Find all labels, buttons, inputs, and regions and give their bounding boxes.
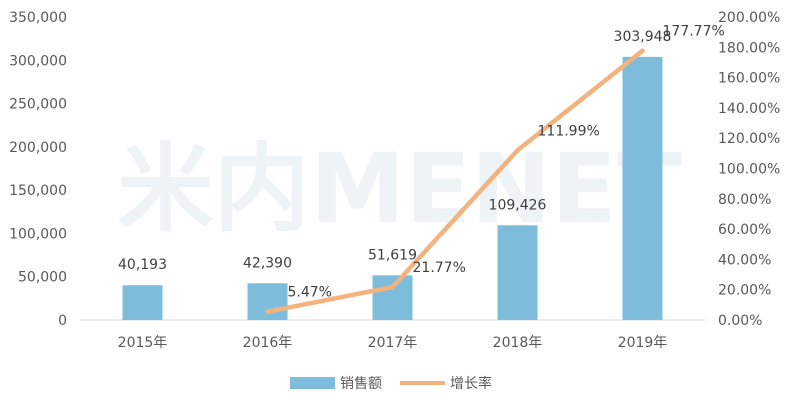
growth-value-label: 177.77% <box>663 24 725 40</box>
y-left-tick-label: 0 <box>58 313 67 329</box>
bar-value-label: 109,426 <box>489 197 547 213</box>
y-left-tick-label: 300,000 <box>9 53 67 69</box>
y-right-tick-label: 100.00% <box>718 162 780 178</box>
bar-value-label: 51,619 <box>368 247 417 263</box>
data-labels: 40,193 42,390 51,619 109,426 303,948 5.47% 21.… <box>118 24 725 301</box>
legend: 销售额 增长率 <box>290 375 492 392</box>
legend-label-sales: 销售额 <box>340 376 382 392</box>
y-left-tick-label: 200,000 <box>9 140 67 156</box>
y-right-tick-label: 160.00% <box>718 71 780 87</box>
y-right-tick-label: 0.00% <box>718 313 762 329</box>
y-right-tick-label: 20.00% <box>718 283 771 299</box>
watermark: 米内MENET <box>118 133 683 245</box>
y-right-tick-label: 40.00% <box>718 252 771 268</box>
watermark-text: 米内MENET <box>118 133 683 245</box>
bar-value-label: 42,390 <box>243 255 292 271</box>
bar <box>497 225 538 320</box>
y-left-tick-label: 250,000 <box>9 97 67 113</box>
bar-series <box>122 56 663 321</box>
y-left-tick-label: 100,000 <box>9 226 67 242</box>
x-tick-label: 2016年 <box>243 335 293 351</box>
line-series <box>265 48 645 314</box>
x-tick-label: 2019年 <box>618 335 668 351</box>
axes: 0 50,000 100,000 150,000 200,000 250,000 300,0… <box>9 10 780 351</box>
growth-value-label: 111.99% <box>538 123 600 139</box>
bar-value-label: 40,193 <box>118 257 167 273</box>
bar <box>247 283 288 320</box>
y-left-tick-label: 350,000 <box>9 10 67 26</box>
bar-value-label: 303,948 <box>614 29 672 45</box>
bar <box>122 285 163 320</box>
legend-swatch-sales <box>290 377 335 389</box>
growth-line <box>265 48 645 314</box>
y-right-tick-label: 140.00% <box>718 101 780 117</box>
legend-label-growth: 增长率 <box>450 375 492 392</box>
y-left-tick-label: 150,000 <box>9 183 67 199</box>
y-right-tick-label: 80.00% <box>718 192 771 208</box>
y-right-tick-label: 60.00% <box>718 222 771 238</box>
y-right-tick-label: 180.00% <box>718 40 780 56</box>
y-right-tick-label: 200.00% <box>718 10 780 26</box>
growth-value-label: 5.47% <box>288 285 332 301</box>
y-left-tick-label: 50,000 <box>18 270 67 286</box>
x-tick-label: 2015年 <box>118 335 168 351</box>
x-tick-label: 2017年 <box>368 335 418 351</box>
bar <box>622 56 663 321</box>
x-tick-label: 2018年 <box>493 335 543 351</box>
bar <box>372 275 413 320</box>
growth-value-label: 21.77% <box>413 260 466 276</box>
y-right-tick-label: 120.00% <box>718 131 780 147</box>
